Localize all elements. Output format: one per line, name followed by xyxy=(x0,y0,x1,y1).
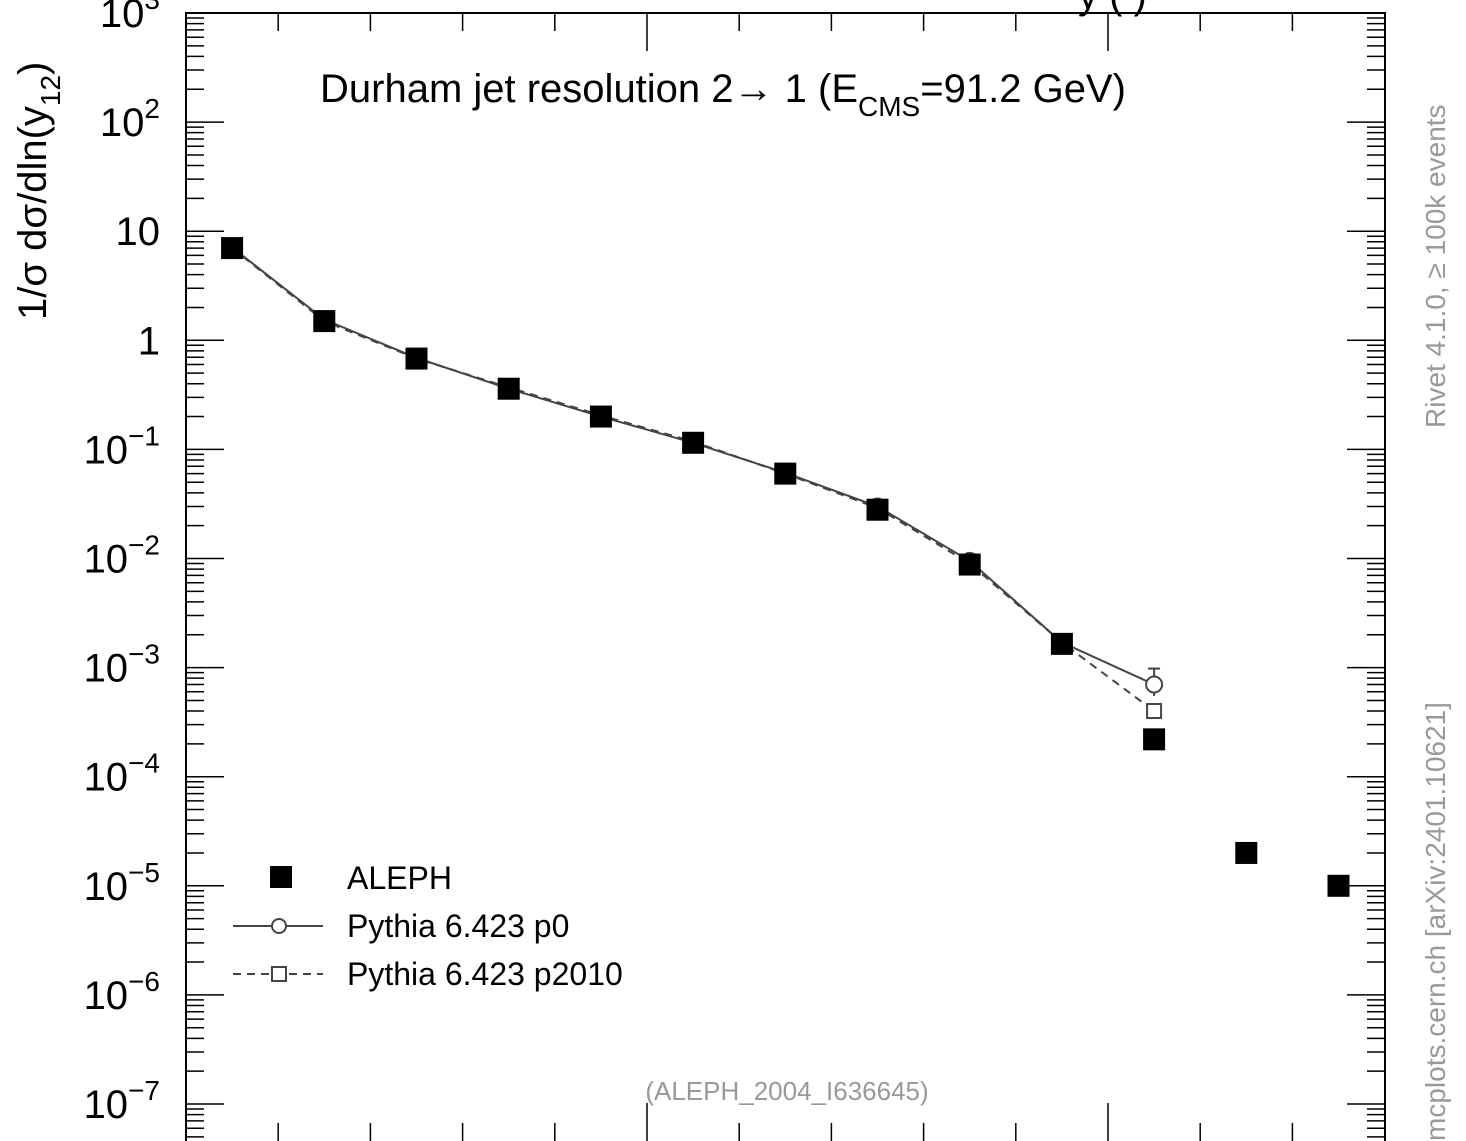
legend-label-aleph: ALEPH xyxy=(347,860,452,896)
legend-label-p2010: Pythia 6.423 p2010 xyxy=(347,956,623,992)
data-point xyxy=(1050,632,1073,655)
series-line xyxy=(231,247,1155,712)
y-tick-label: 10 xyxy=(116,210,161,254)
y-tick-labels: 10310210110−110−210−310−410−510−610−7 xyxy=(84,0,160,1127)
side-text-top: Rivet 4.1.0, ≥ 100k events xyxy=(1420,104,1451,428)
series-line xyxy=(231,246,1155,686)
data-point xyxy=(1145,675,1164,694)
y-tick-label: 10−3 xyxy=(84,639,160,691)
chart-title: Durham jet resolution 2→ 1 (ECMS=91.2 Ge… xyxy=(320,67,1126,122)
data-point xyxy=(1143,728,1166,751)
y-tick-label: 10−5 xyxy=(84,857,160,909)
data-point xyxy=(313,310,336,333)
y-axis-label: 1/σ dσ/dln(y12) xyxy=(11,62,66,320)
data-point xyxy=(774,462,797,485)
data-series xyxy=(221,237,1350,897)
legend-marker-p2010 xyxy=(271,966,287,982)
legend-marker-aleph xyxy=(270,866,292,888)
y-tick-label: 1 xyxy=(138,319,160,363)
chart-title-subscript: CMS xyxy=(858,91,920,122)
series-aleph xyxy=(221,237,1350,897)
y-axis-label-subscript: 12 xyxy=(35,75,66,106)
analysis-label: (ALEPH_2004_I636645) xyxy=(645,1076,928,1106)
data-point xyxy=(866,498,889,521)
plot-frame xyxy=(185,12,1386,1141)
data-point xyxy=(221,237,244,260)
y-tick-label: 10−1 xyxy=(84,420,160,472)
side-text-bottom: mcplots.cern.ch [arXiv:2401.10621] xyxy=(1420,702,1451,1141)
y-tick-label: 10−7 xyxy=(84,1075,160,1127)
y-tick-label: 103 xyxy=(100,0,160,36)
data-point xyxy=(1327,874,1350,897)
y-tick-label: 102 xyxy=(100,93,160,145)
axis-ticks xyxy=(185,12,1385,1141)
y-axis-label-end: ) xyxy=(11,62,55,75)
data-point xyxy=(1146,703,1163,720)
y-tick-label: 10−2 xyxy=(84,530,160,582)
legend-marker-p0 xyxy=(271,918,287,934)
y-tick-label: 10−6 xyxy=(84,966,160,1018)
series-pythia-6-423-p2010 xyxy=(224,240,1163,720)
data-point xyxy=(682,431,705,454)
data-point xyxy=(497,377,520,400)
data-point xyxy=(589,405,612,428)
y-tick-label: 10−4 xyxy=(84,748,160,800)
top-right-cutoff-text: y ( ) xyxy=(1078,0,1147,17)
data-point xyxy=(958,553,981,576)
legend-label-p0: Pythia 6.423 p0 xyxy=(347,908,569,944)
legend: ALEPH Pythia 6.423 p0 Pythia 6.423 p2010 xyxy=(233,860,623,992)
data-point xyxy=(1235,841,1258,864)
data-point xyxy=(405,347,428,370)
chart-title-end: =91.2 GeV) xyxy=(920,67,1126,111)
series-pythia-6-423-p0 xyxy=(223,238,1164,696)
